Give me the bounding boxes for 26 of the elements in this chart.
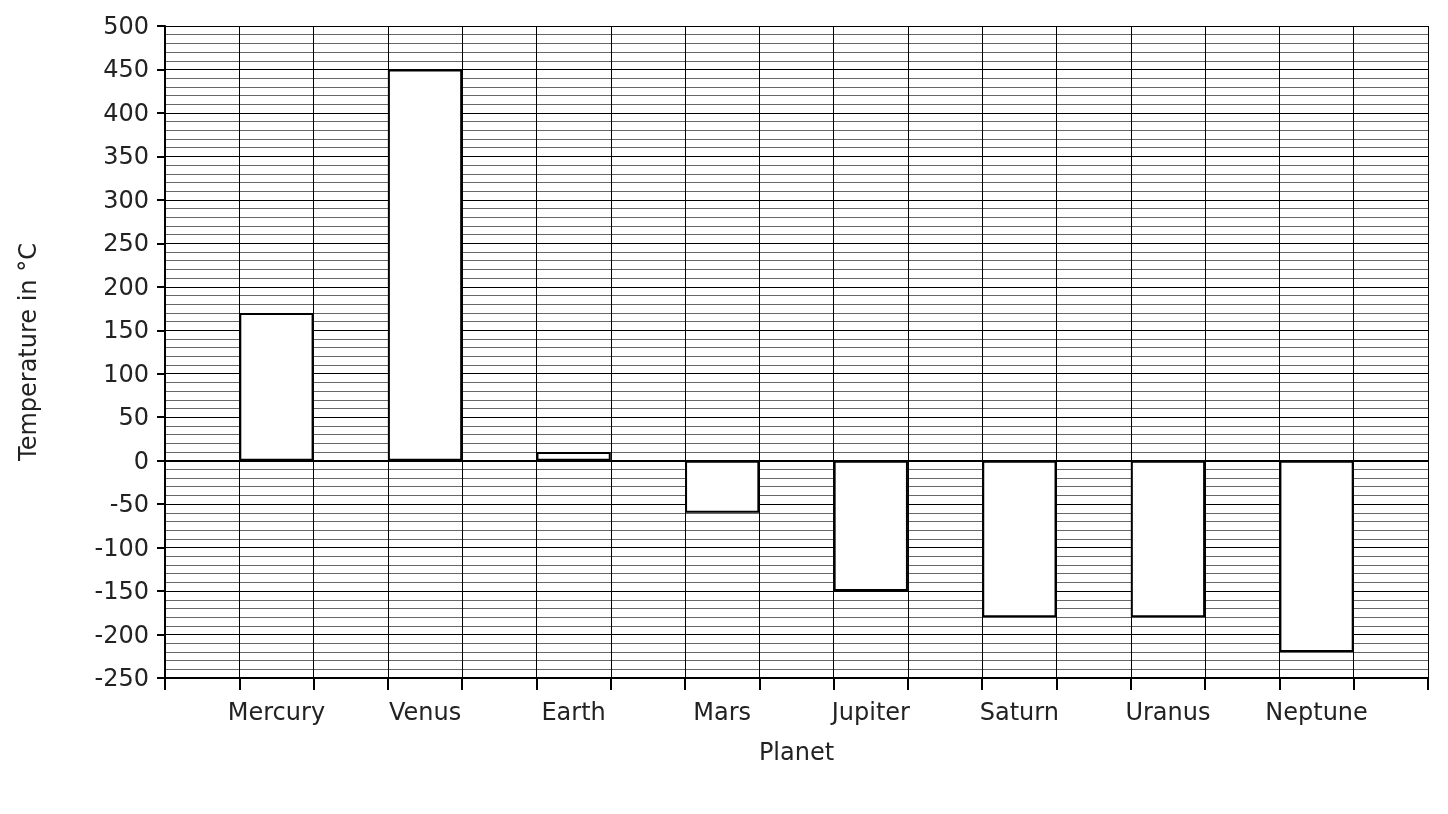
y-tick-label: 100 — [103, 359, 149, 388]
x-axis-title: Planet — [758, 738, 835, 766]
y-tick-label: 0 — [133, 446, 149, 475]
y-tick-label: 50 — [118, 403, 149, 432]
x-tick-label: Venus — [388, 698, 462, 726]
x-tick-label: Neptune — [1265, 698, 1368, 726]
y-axis-title: Temperature in °C — [14, 243, 42, 462]
y-tick-label: -150 — [94, 577, 149, 606]
y-tick-label: -200 — [94, 620, 149, 649]
y-tick-label: -250 — [94, 664, 149, 692]
y-tick-label: -100 — [94, 533, 149, 562]
x-tick-label: Jupiter — [829, 698, 911, 726]
y-tick-label: -50 — [109, 490, 149, 519]
y-tick-label: 350 — [103, 142, 149, 171]
y-tick-label: 450 — [103, 55, 149, 84]
y-tick-label: 400 — [103, 98, 149, 127]
x-tick-label: Mercury — [227, 698, 326, 726]
y-tick-label: 200 — [103, 272, 149, 301]
x-tick-label: Mars — [693, 698, 752, 726]
x-tick-label: Earth — [541, 698, 606, 726]
y-tick-label: 300 — [103, 185, 149, 214]
y-tick-label: 500 — [103, 12, 149, 40]
x-tick-label: Uranus — [1125, 698, 1211, 726]
y-tick-label: 150 — [103, 316, 149, 345]
x-tick-label: Saturn — [979, 698, 1059, 726]
y-tick-label: 250 — [103, 229, 149, 258]
